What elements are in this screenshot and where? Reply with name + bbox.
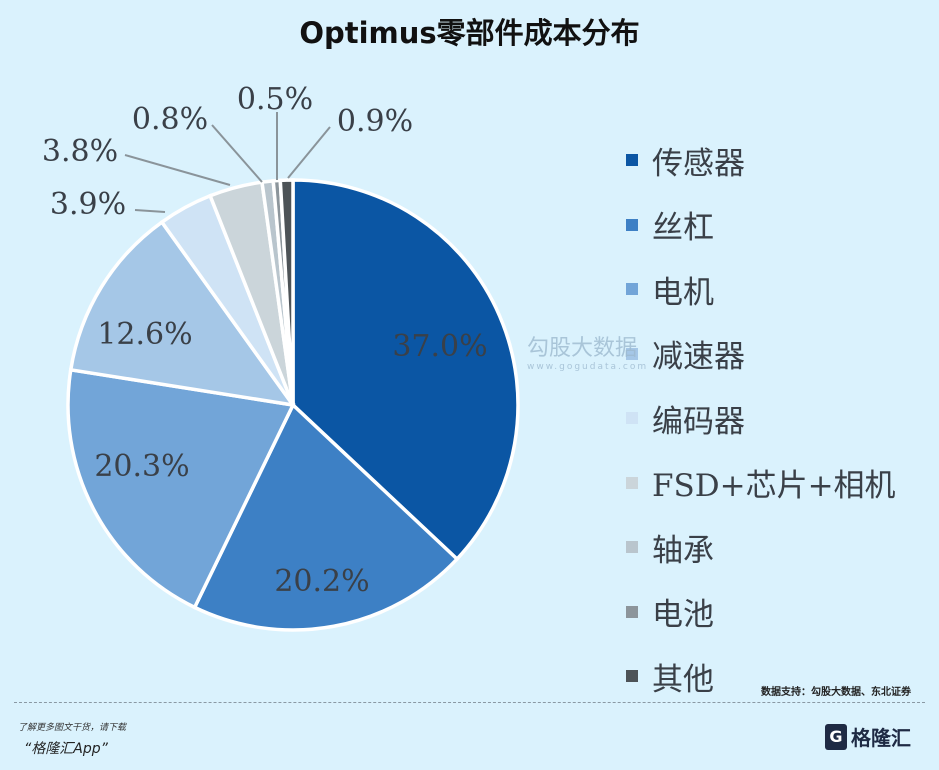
source-note: 数据支持：勾股大数据、东北证券 (761, 687, 911, 698)
legend-swatch-icon (626, 347, 638, 360)
data-label-3: 12.6% (97, 317, 192, 352)
legend-label: 丝杠 (652, 210, 714, 247)
legend: 传感器丝杠电机减速器编码器 FSD+芯片+相机 轴承电池其他 (626, 128, 896, 709)
promo-text: 了解更多图文干货，请下载 (18, 723, 127, 733)
legend-item-8: 其他 (626, 644, 896, 709)
watermark: 勾股大数据 www.gogudata.com (527, 330, 648, 372)
legend-swatch-icon (626, 541, 638, 554)
legend-label: 电机 (652, 274, 714, 311)
legend-item-4: 编码器 (626, 386, 896, 451)
legend-item-5: FSD+芯片+相机 (626, 451, 896, 516)
watermark-text: 勾股大数据 (527, 336, 638, 361)
legend-label: 轴承 (652, 532, 714, 569)
pie-chart: 37.0% 20.2% 20.3% 12.6% 3.9% 3.8% 0.8% 0.5% 0.9% (42, 82, 520, 632)
brand-mark-icon: G (825, 723, 847, 750)
pie-slice-3 (68, 219, 297, 408)
data-label-8: 0.9% (337, 104, 413, 139)
leader-line-6 (211, 124, 263, 183)
legend-item-7: 电池 (626, 580, 896, 645)
legend-swatch-icon (626, 154, 638, 167)
watermark-url: www.gogudata.com (527, 362, 649, 372)
leader-line-5 (124, 154, 231, 186)
divider (14, 702, 925, 703)
legend-item-1: 丝杠 (626, 193, 896, 258)
promo-app: “格隆汇App” (24, 741, 108, 757)
leader-line-4 (134, 209, 166, 213)
leader-line-8 (287, 126, 331, 179)
legend-label: 其他 (652, 661, 714, 698)
legend-label: 编码器 (652, 403, 745, 440)
brand-logo: G 格隆汇 (825, 722, 911, 751)
legend-swatch-icon (626, 218, 638, 231)
legend-label: 传感器 (652, 145, 745, 182)
pie-slice-0 (291, 178, 520, 562)
legend-item-0: 传感器 (626, 128, 896, 193)
data-label-4: 3.9% (50, 187, 126, 222)
pie-slice-8 (278, 178, 295, 406)
data-label-1: 20.2% (274, 564, 369, 599)
data-label-2: 20.3% (94, 449, 189, 484)
legend-item-3: 减速器 (626, 322, 896, 387)
legend-label: 减速器 (652, 339, 745, 376)
legend-swatch-icon (626, 476, 638, 489)
brand-name: 格隆汇 (851, 726, 911, 750)
data-label-7: 0.5% (237, 82, 313, 117)
legend-swatch-icon (626, 283, 638, 296)
pie-slice-2 (66, 367, 296, 610)
legend-swatch-icon (626, 605, 638, 618)
chart-title: Optimus零部件成本分布 (299, 16, 640, 50)
legend-swatch-icon (626, 670, 638, 683)
data-label-5: 3.8% (42, 134, 118, 169)
legend-item-2: 电机 (626, 257, 896, 322)
data-label-6: 0.8% (132, 102, 208, 137)
pie-slice-1 (192, 402, 460, 632)
legend-item-6: 轴承 (626, 515, 896, 580)
legend-swatch-icon (626, 412, 638, 425)
data-label-0: 37.0% (392, 329, 487, 364)
legend-label: FSD+芯片+相机 (652, 468, 896, 505)
legend-label: 电池 (652, 597, 714, 634)
